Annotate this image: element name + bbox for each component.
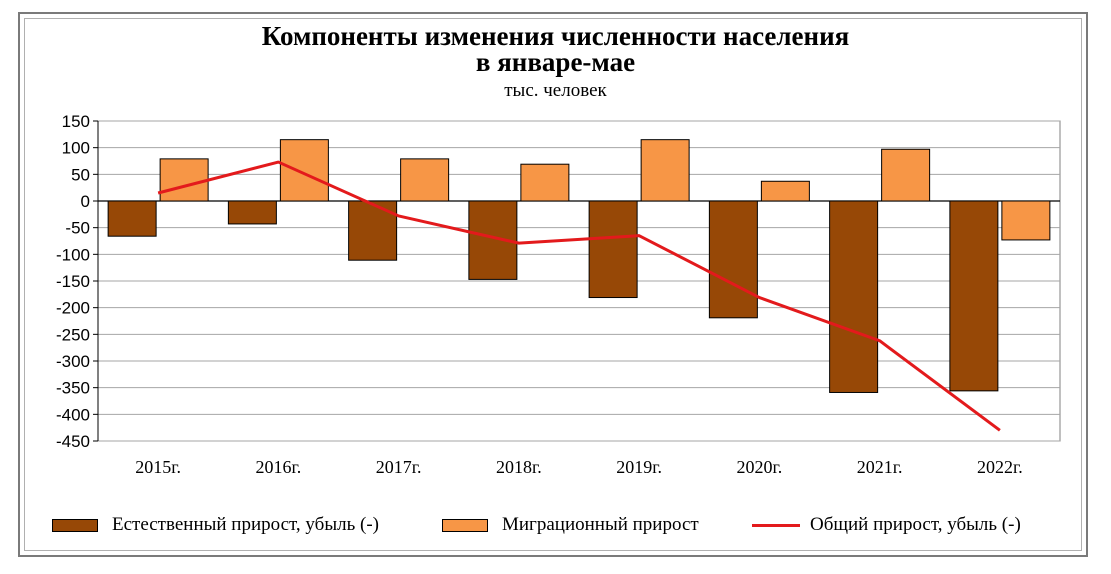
bar-natural <box>107 200 157 237</box>
bar-natural <box>348 200 398 261</box>
x-tick-label: 2017г. <box>376 457 422 477</box>
x-tick-label: 2020г. <box>736 457 782 477</box>
bar-natural <box>588 200 638 299</box>
bar-migration <box>881 148 931 202</box>
legend-label-migration: Миграционный прирост <box>502 514 699 535</box>
y-tick-label: -200 <box>56 299 90 318</box>
x-tick-label: 2018г. <box>496 457 542 477</box>
x-tick-label: 2021г. <box>857 457 903 477</box>
y-tick-label: -300 <box>56 352 90 371</box>
x-tick-label: 2016г. <box>255 457 301 477</box>
legend-label-total: Общий прирост, убыль (-) <box>810 514 1021 535</box>
legend-item-total: Общий прирост, убыль (-) <box>752 510 1021 540</box>
bar-migration <box>400 158 450 202</box>
bar-migration <box>520 163 570 202</box>
chart-title-line2: в январе-мае <box>475 47 636 77</box>
bar-migration <box>279 139 329 202</box>
bar-migration <box>1001 200 1051 241</box>
y-tick-label: 100 <box>62 139 90 158</box>
legend-label-natural: Естественный прирост, убыль (-) <box>112 514 379 535</box>
line-total <box>157 160 1001 432</box>
chart-frame-inner <box>24 18 1082 551</box>
chart-legend: Естественный прирост, убыль (-) Миграцио… <box>0 510 1111 540</box>
y-tick-label: -100 <box>56 245 90 264</box>
y-tick-label: -250 <box>56 325 90 344</box>
y-tick-label: -400 <box>56 405 90 424</box>
bar-natural <box>829 200 879 393</box>
y-tick-label: -350 <box>56 379 90 398</box>
x-tick-label: 2019г. <box>616 457 662 477</box>
y-tick-label: 0 <box>81 192 90 211</box>
bar-natural <box>227 200 277 225</box>
bar-natural <box>708 200 758 319</box>
legend-swatch-total <box>752 523 800 527</box>
chart-unit-label: тыс. человек <box>504 80 607 101</box>
y-tick-label: -150 <box>56 272 90 291</box>
x-tick-label: 2022г. <box>977 457 1023 477</box>
legend-item-natural: Естественный прирост, убыль (-) <box>52 510 379 540</box>
y-tick-label: -50 <box>65 219 90 238</box>
bar-migration <box>640 139 690 202</box>
legend-swatch-natural <box>52 518 98 532</box>
bar-migration <box>159 158 209 202</box>
bar-natural <box>949 200 999 392</box>
legend-swatch-migration <box>442 518 488 532</box>
legend-item-migration: Миграционный прирост <box>442 510 699 540</box>
bar-migration <box>760 180 810 202</box>
chart-title-line1: Компоненты изменения численности населен… <box>261 21 850 51</box>
y-tick-label: -450 <box>56 432 90 451</box>
y-tick-label: 150 <box>62 112 90 131</box>
y-tick-label: 50 <box>71 165 90 184</box>
x-tick-label: 2015г. <box>135 457 181 477</box>
